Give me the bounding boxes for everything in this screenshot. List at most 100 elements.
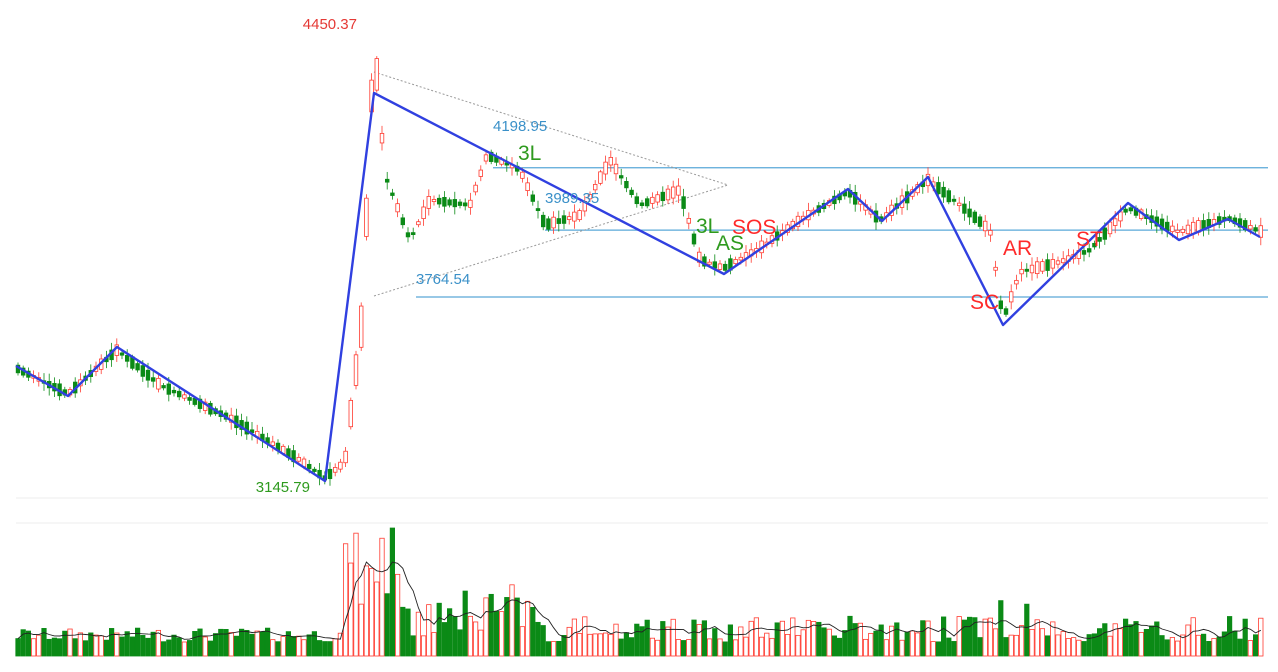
candle-body xyxy=(593,184,598,191)
candle-body xyxy=(712,261,717,269)
volume-bar xyxy=(1060,631,1066,657)
volume-bar xyxy=(644,619,650,657)
volume-bar xyxy=(57,638,63,657)
candle-body xyxy=(395,203,400,213)
volume-bar xyxy=(332,638,338,657)
volume-bar xyxy=(15,638,21,657)
candle-body xyxy=(379,133,385,144)
volume-bar xyxy=(1169,637,1175,657)
volume-bar xyxy=(301,639,307,657)
volume-bar xyxy=(878,624,884,657)
volume-bar xyxy=(665,626,671,657)
candle-body xyxy=(972,211,977,223)
volume-bar xyxy=(909,630,916,657)
volume-bar xyxy=(270,639,276,657)
candle-body xyxy=(332,467,338,473)
candle-body xyxy=(946,190,951,203)
volume-bar xyxy=(785,634,791,657)
candle-body xyxy=(1217,216,1222,225)
volume-bar xyxy=(1247,640,1253,657)
volume-bar xyxy=(629,637,635,657)
volume-bar xyxy=(660,621,666,657)
candle-body xyxy=(520,171,525,179)
candle-body xyxy=(483,154,489,162)
volume-bar xyxy=(1237,638,1243,657)
volume-bar xyxy=(119,636,125,657)
volume-bar xyxy=(712,628,718,657)
volume-bar xyxy=(192,631,198,657)
candle-body xyxy=(353,354,359,386)
candle-body xyxy=(702,256,707,267)
volume-bar xyxy=(103,639,109,657)
volume-bar xyxy=(764,632,770,657)
candle-body xyxy=(1024,268,1029,272)
volume-bar xyxy=(83,640,89,657)
volume-bar xyxy=(353,532,359,657)
volume-bar xyxy=(998,600,1004,657)
volume-bar xyxy=(446,608,453,657)
event-label-3l-a: 3L xyxy=(518,142,541,165)
volume-bar xyxy=(655,639,661,657)
candle-body xyxy=(421,206,426,220)
volume-bar xyxy=(993,628,999,657)
volume-bar xyxy=(1050,621,1056,657)
volume-bar xyxy=(566,626,572,657)
candle-body xyxy=(1045,259,1050,271)
candle-body xyxy=(462,202,468,207)
volume-bar xyxy=(150,631,156,657)
candle-body xyxy=(478,169,483,177)
volume-bar xyxy=(535,621,541,657)
volume-bar xyxy=(327,641,333,657)
candle-body xyxy=(125,354,130,362)
volume-bar xyxy=(223,629,229,657)
volume-bar xyxy=(603,632,609,657)
volume-bar xyxy=(342,543,349,657)
candle-body xyxy=(473,184,478,193)
volume-bar xyxy=(1128,624,1134,657)
volume-bar xyxy=(249,633,255,657)
volume-bar xyxy=(551,641,557,657)
volume-bar xyxy=(254,630,260,657)
volume-bar xyxy=(956,616,962,657)
volume-bar xyxy=(488,593,494,657)
volume-bar xyxy=(374,581,380,657)
volume-bar xyxy=(452,616,458,657)
volume-bar xyxy=(759,636,765,657)
volume-bar xyxy=(514,597,520,657)
volume-bar xyxy=(441,622,448,657)
volume-bar xyxy=(1008,634,1014,657)
candle-body xyxy=(348,399,353,428)
volume-bar xyxy=(946,637,952,657)
volume-moving-average xyxy=(17,561,1262,640)
volume-bar xyxy=(379,537,385,657)
volume-bar xyxy=(67,628,73,657)
volume-bar xyxy=(145,637,151,657)
candle-body xyxy=(1113,218,1118,226)
triangle-pattern xyxy=(373,71,729,297)
volume-bar xyxy=(207,640,213,657)
volume-bar xyxy=(842,630,848,657)
volume-bar xyxy=(62,630,68,657)
candle-body xyxy=(1102,227,1107,240)
volume-bar xyxy=(837,637,843,657)
candle-body xyxy=(530,194,535,202)
volume-bar xyxy=(696,624,702,657)
candle-body xyxy=(171,389,177,394)
volume-bar xyxy=(264,627,271,657)
candle-body xyxy=(442,196,447,207)
volume-bar xyxy=(1071,637,1077,657)
volume-bar xyxy=(790,617,796,657)
candle-body xyxy=(535,208,541,212)
candle-body xyxy=(619,175,624,179)
candle-body xyxy=(1128,207,1133,212)
volume-bar xyxy=(1117,628,1123,657)
volume-bar xyxy=(337,632,344,657)
price-label-high: 4450.37 xyxy=(303,16,357,33)
candle-body xyxy=(374,58,379,91)
volume-bar xyxy=(889,625,895,657)
horizontal-levels xyxy=(416,167,1268,298)
volume-bar xyxy=(25,630,32,657)
candle-body xyxy=(119,352,125,356)
candle-body xyxy=(634,196,639,205)
volume-bar xyxy=(46,638,52,657)
